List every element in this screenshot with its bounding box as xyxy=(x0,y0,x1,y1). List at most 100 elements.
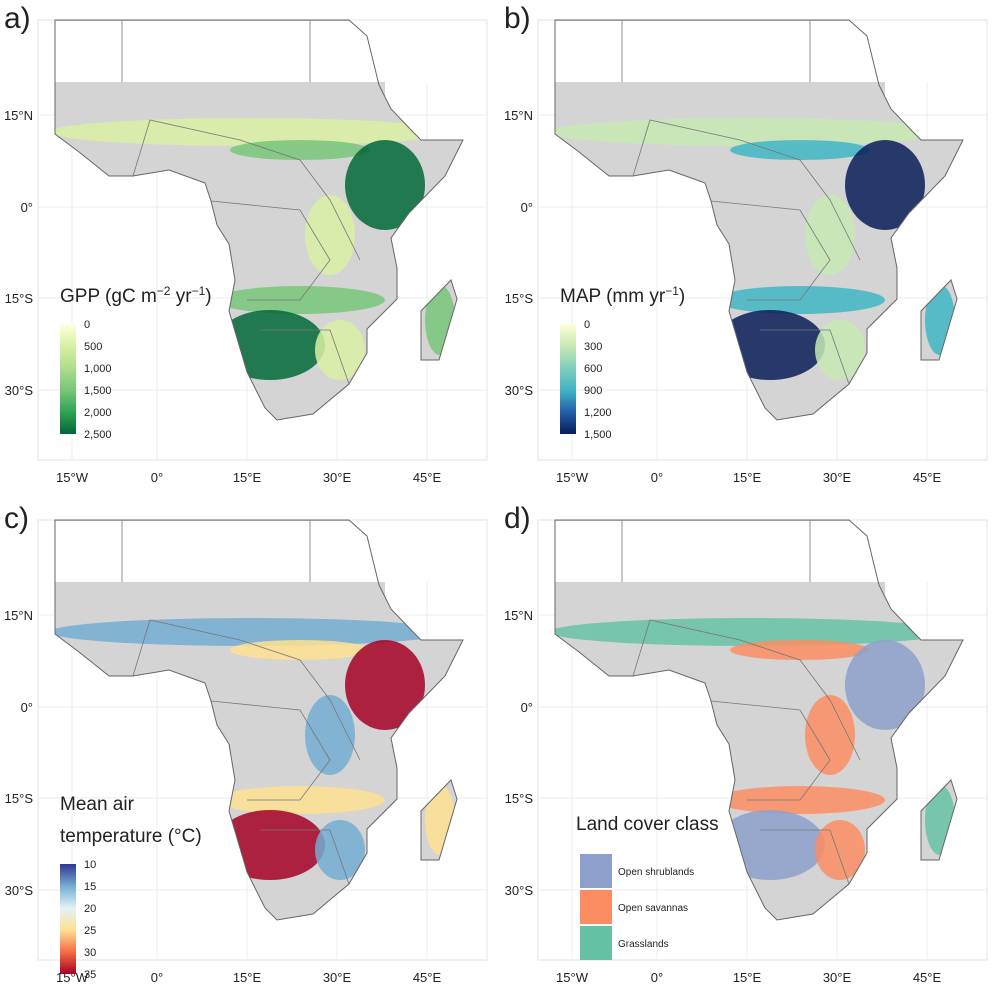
data-patch xyxy=(345,640,425,730)
lat-tick-label: 15°N xyxy=(4,108,33,123)
masked-band xyxy=(55,582,385,600)
legend-title-part: ) xyxy=(205,286,211,307)
legend-label: 0 xyxy=(584,319,590,331)
legend-label: 20 xyxy=(84,903,96,915)
legend-label: 1,500 xyxy=(584,429,612,441)
legend-label: 30 xyxy=(84,947,96,959)
lon-tick-label: 15°W xyxy=(556,970,589,985)
border xyxy=(210,200,331,301)
lat-tick-label: 0° xyxy=(521,200,533,215)
lon-tick-label: 0° xyxy=(151,470,163,485)
lat-tick-label: 30°S xyxy=(505,883,534,898)
panel-label: a) xyxy=(4,2,31,35)
legend-label: 2,500 xyxy=(84,429,112,441)
border xyxy=(260,829,350,885)
masked-band xyxy=(55,82,385,100)
lat-tick-label: 15°N xyxy=(504,608,533,623)
data-patch xyxy=(815,320,865,380)
legend-label: 1,500 xyxy=(84,385,112,397)
lat-tick-label: 15°S xyxy=(5,791,34,806)
lon-tick-label: 15°E xyxy=(233,470,262,485)
lon-tick-label: 15°E xyxy=(733,470,762,485)
legend-label: 1,200 xyxy=(584,407,612,419)
data-patch xyxy=(345,140,425,230)
lat-tick-label: 15°S xyxy=(505,291,534,306)
legend-label: 15 xyxy=(84,881,96,893)
border xyxy=(132,119,361,261)
lon-tick-label: 30°E xyxy=(323,470,352,485)
data-patch xyxy=(555,618,950,646)
border xyxy=(760,829,850,885)
legend-label: 300 xyxy=(584,341,602,353)
data-patch xyxy=(845,140,925,230)
masked-band xyxy=(555,582,885,600)
lon-tick-label: 45°E xyxy=(413,470,442,485)
border xyxy=(760,329,850,385)
legend-label: 600 xyxy=(584,363,602,375)
legend-colorbar xyxy=(560,324,576,434)
lat-tick-label: 0° xyxy=(21,200,33,215)
legend-label: 35 xyxy=(84,969,96,981)
lon-tick-label: 45°E xyxy=(913,470,942,485)
no-data-north xyxy=(539,21,986,82)
lat-tick-label: 15°S xyxy=(5,291,34,306)
legend-label: 900 xyxy=(584,385,602,397)
legend-title-part: ) xyxy=(679,286,685,307)
legend-colorbar xyxy=(60,864,76,974)
legend-label: 25 xyxy=(84,925,96,937)
panel-label: d) xyxy=(504,502,531,535)
lat-tick-label: 15°S xyxy=(505,791,534,806)
legend-title-part: Land cover class xyxy=(576,814,719,835)
data-patch xyxy=(230,140,370,160)
lon-tick-label: 15°W xyxy=(556,470,589,485)
border xyxy=(132,619,361,761)
legend-label: 500 xyxy=(84,341,102,353)
border xyxy=(710,200,831,301)
legend-title: MAP (mm yr−1) xyxy=(560,284,685,307)
legend-label: Grasslands xyxy=(618,939,669,950)
data-patch xyxy=(815,820,865,880)
panel-label: c) xyxy=(4,502,29,535)
legend-label: 0 xyxy=(84,319,90,331)
data-layer xyxy=(555,118,955,380)
lon-tick-label: 30°E xyxy=(823,470,852,485)
data-patch xyxy=(805,695,855,775)
border xyxy=(632,119,861,261)
lat-tick-label: 0° xyxy=(521,700,533,715)
legend-swatch xyxy=(580,854,612,888)
legend-title: temperature (°C) xyxy=(60,826,202,847)
data-patch xyxy=(805,195,855,275)
lon-tick-label: 0° xyxy=(651,470,663,485)
legend-title-part: −2 xyxy=(157,284,171,298)
legend-label: 10 xyxy=(84,859,96,871)
legend-title-part: temperature (°C) xyxy=(60,826,202,847)
lon-tick-label: 45°E xyxy=(413,970,442,985)
lon-tick-label: 0° xyxy=(651,970,663,985)
lon-tick-label: 0° xyxy=(151,970,163,985)
data-patch xyxy=(305,695,355,775)
border xyxy=(210,700,331,801)
data-patch xyxy=(230,640,370,660)
no-data-north xyxy=(39,521,486,582)
lon-tick-label: 30°E xyxy=(323,970,352,985)
legend-title: Land cover class xyxy=(576,814,719,835)
lat-tick-label: 15°N xyxy=(504,108,533,123)
data-patch xyxy=(315,320,365,380)
data-patch xyxy=(730,640,870,660)
legend-title-part: GPP (gC m xyxy=(60,286,157,307)
border xyxy=(710,700,831,801)
legend-colorbar xyxy=(60,324,76,434)
legend-title-part: −1 xyxy=(665,284,679,298)
legend-label: 2,000 xyxy=(84,407,112,419)
lon-tick-label: 15°E xyxy=(233,970,262,985)
legend-title: GPP (gC m−2 yr−1) xyxy=(60,284,212,307)
legend-label: Open savannas xyxy=(618,903,688,914)
lon-tick-label: 15°W xyxy=(56,470,89,485)
panel: b) 15°W 0° 15°E 30°E 45°E 15°N 0° 15°S 30°S MAP (m… xyxy=(504,2,988,485)
masked-band xyxy=(555,82,885,100)
border xyxy=(260,329,350,385)
lat-tick-label: 30°S xyxy=(5,883,34,898)
legend-label: Open shrublands xyxy=(618,867,694,878)
